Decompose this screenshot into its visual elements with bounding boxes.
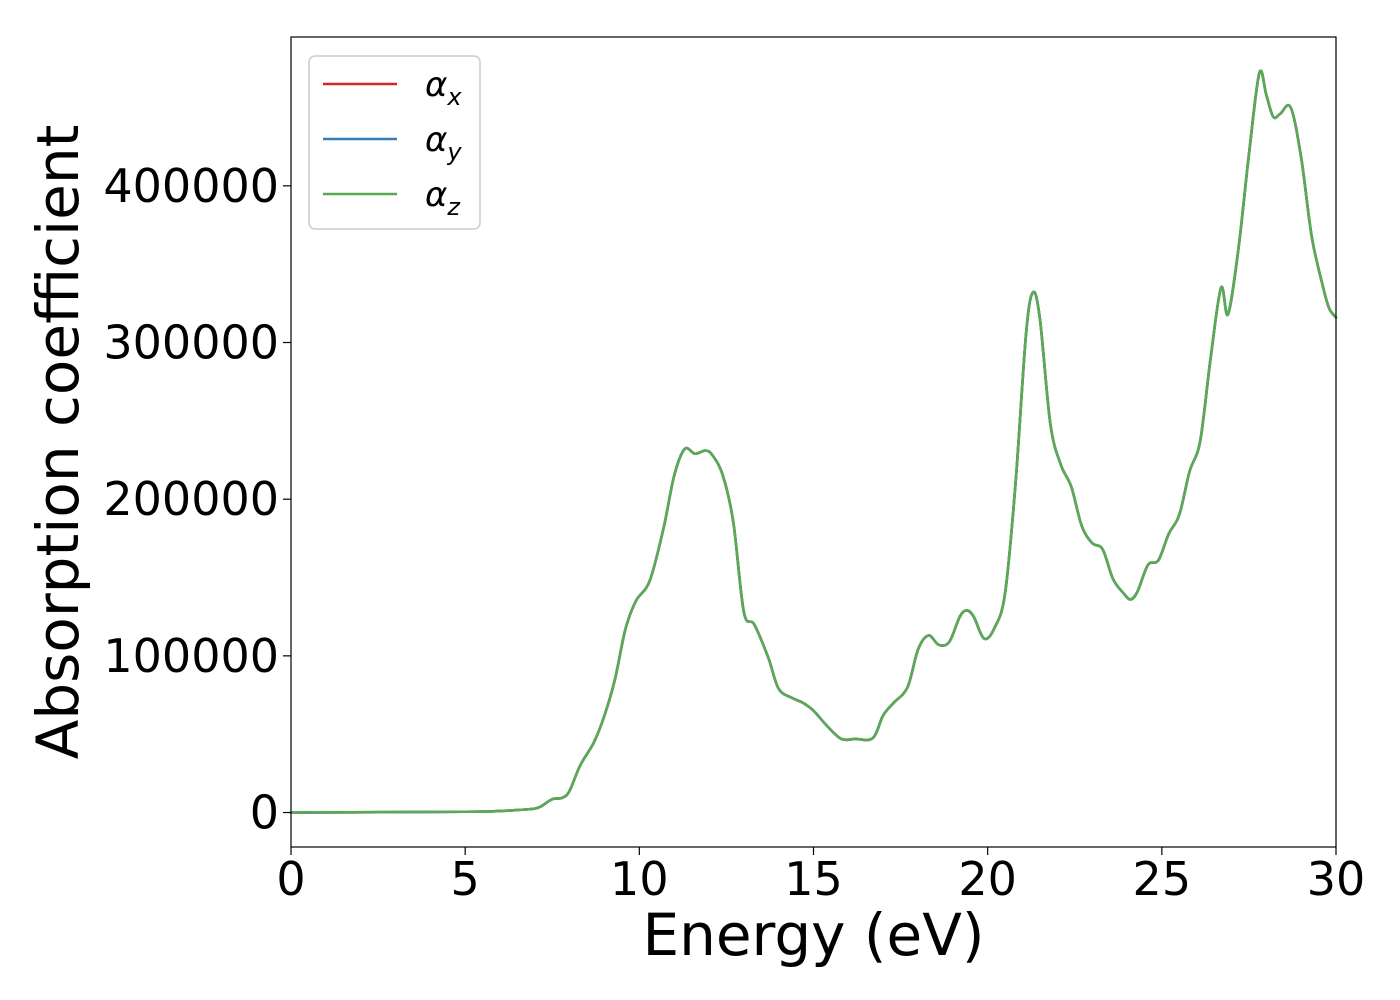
y-tick-label: 300000 (103, 316, 279, 370)
legend-label-base: α (425, 175, 447, 215)
y-tick-label: 0 (250, 786, 279, 840)
legend-label-base: α (425, 120, 447, 160)
x-axis-title: Energy (eV) (642, 901, 984, 969)
y-tick-label: 100000 (103, 629, 279, 683)
x-tick-label: 10 (610, 852, 669, 906)
y-tick-label: 400000 (103, 159, 279, 213)
legend-box (308, 55, 481, 230)
y-axis-title: Absorption coefficient (24, 125, 92, 760)
legend-label-x: αx (425, 65, 462, 111)
x-tick-label: 0 (276, 852, 305, 906)
x-tick-label: 20 (958, 852, 1017, 906)
legend-label-base: α (425, 65, 447, 105)
series-line-z (289, 69, 1338, 814)
x-tick-label: 30 (1307, 852, 1366, 906)
legend-label-subscript: x (446, 83, 462, 111)
x-tick-label: 5 (451, 852, 480, 906)
x-tick-label: 25 (1133, 852, 1192, 906)
legend-label-subscript: y (446, 138, 462, 166)
series-layer (289, 69, 1338, 814)
y-axis: 0 100000 200000 300000 400000 (103, 159, 291, 840)
legend-label-y: αy (425, 120, 462, 166)
legend-label-z: αz (425, 175, 461, 221)
x-axis: 0 5 10 15 20 25 30 (276, 847, 1365, 906)
y-tick-label: 200000 (103, 472, 279, 526)
legend-label-subscript: z (446, 193, 461, 221)
x-tick-label: 15 (784, 852, 843, 906)
